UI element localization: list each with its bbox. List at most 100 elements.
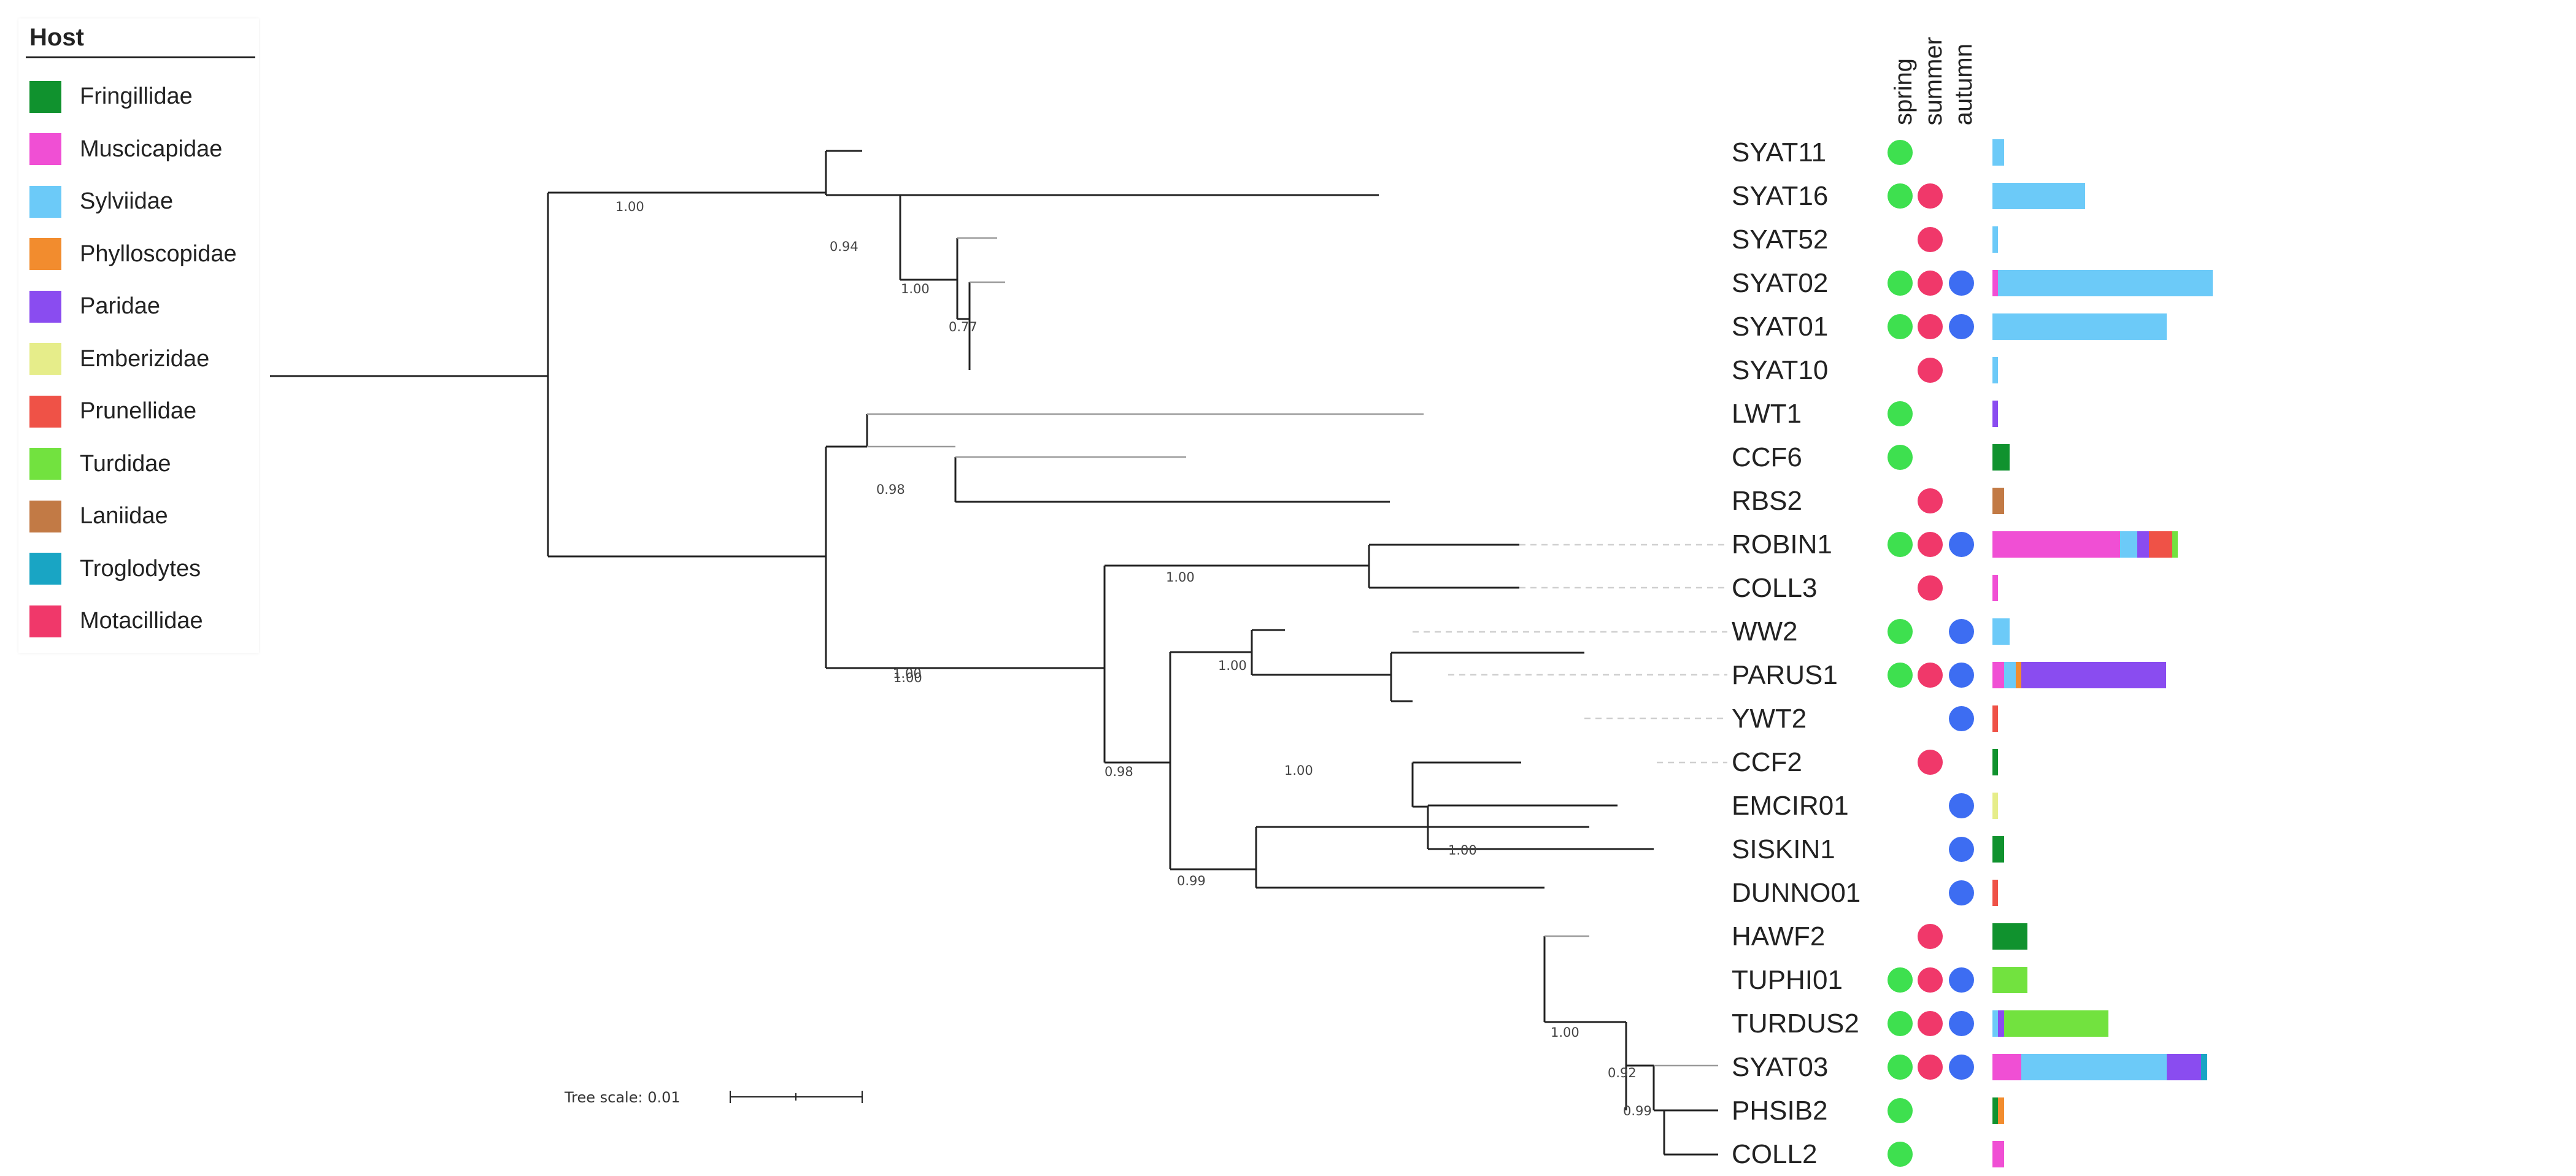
- host-bar-segment: [1992, 1054, 2022, 1080]
- taxon-row: SYAT01: [0, 305, 2576, 348]
- host-bar-segment: [1992, 139, 2004, 166]
- season-dot-autumn: [1949, 967, 1974, 993]
- host-bar: [1992, 967, 2027, 993]
- taxon-label: SISKIN1: [1732, 834, 1835, 864]
- taxon-label: CCF2: [1732, 747, 1802, 777]
- season-dot-spring: [1888, 271, 1913, 296]
- season-header-summer: summer: [1920, 36, 1947, 125]
- legend-item: Laniidae: [18, 490, 259, 543]
- taxon-label: YWT2: [1732, 704, 1807, 734]
- host-bar-segment: [2015, 662, 2022, 688]
- host-bar-segment: [1992, 270, 1999, 296]
- legend-label: Fringillidae: [80, 83, 193, 110]
- season-dot-spring: [1888, 140, 1913, 165]
- taxon-row: SYAT16: [0, 174, 2576, 218]
- taxon-row: LWT1: [0, 392, 2576, 436]
- taxon-label: SYAT10: [1732, 355, 1829, 385]
- support-value: 1.00: [1166, 570, 1195, 585]
- legend-item: Sylviidae: [18, 175, 259, 228]
- host-bar-segment: [1992, 444, 2010, 471]
- season-header-autumn: autumn: [1950, 43, 1977, 125]
- season-dot-spring: [1888, 967, 1913, 993]
- legend-label: Phylloscopidae: [80, 240, 237, 267]
- taxon-row: TURDUS2: [0, 1002, 2576, 1045]
- season-dot-autumn: [1949, 1011, 1974, 1036]
- legend-label: Prunellidae: [80, 398, 197, 425]
- season-dot-spring: [1888, 532, 1913, 557]
- taxon-row: TUPHI01: [0, 958, 2576, 1002]
- support-value: 1.00: [615, 199, 644, 214]
- host-bar-segment: [1998, 1010, 2004, 1037]
- legend-items: Fringillidae Muscicapidae Sylviidae Phyllos…: [18, 58, 259, 648]
- host-bar: [1992, 357, 1999, 383]
- host-bar: [1992, 226, 1999, 253]
- season-dot-spring: [1888, 401, 1913, 426]
- host-bar: [1992, 880, 1999, 906]
- legend-swatch: [29, 133, 61, 166]
- legend-swatch: [29, 500, 61, 532]
- host-bar: [1992, 662, 2167, 688]
- host-bar: [1992, 793, 1999, 819]
- host-bar: [1992, 575, 1999, 601]
- taxon-row: SYAT11: [0, 131, 2576, 174]
- host-bar-segment: [2003, 1010, 2108, 1037]
- season-dot-spring: [1888, 663, 1913, 688]
- host-bar: [1992, 1141, 2004, 1167]
- legend-item: Phylloscopidae: [18, 228, 259, 281]
- support-value: 1.00: [1448, 843, 1477, 858]
- host-bar-segment: [1992, 226, 1999, 253]
- legend-label: Troglodytes: [80, 555, 201, 582]
- taxon-label: SYAT01: [1732, 312, 1829, 342]
- taxon-row: SYAT02: [0, 261, 2576, 305]
- season-dot-summer: [1918, 227, 1943, 252]
- season-dot-summer: [1918, 1011, 1943, 1036]
- taxon-label: SYAT03: [1732, 1052, 1829, 1082]
- host-bar: [1992, 444, 2010, 471]
- taxon-row: COLL2: [0, 1132, 2576, 1176]
- taxon-row: DUNNO01: [0, 871, 2576, 915]
- season-headers: spring summer autumn: [1889, 0, 1981, 129]
- taxon-row: SYAT52: [0, 218, 2576, 261]
- legend-item: Motacillidae: [18, 595, 259, 648]
- taxon-label: SYAT11: [1732, 137, 1827, 167]
- host-bar-segment: [2003, 662, 2016, 688]
- host-bar-segment: [1992, 967, 2027, 993]
- season-dot-summer: [1918, 183, 1943, 209]
- legend-label: Emberizidae: [80, 345, 210, 372]
- host-bar-segment: [2201, 1054, 2207, 1080]
- season-dot-autumn: [1949, 837, 1974, 862]
- season-dot-spring: [1888, 1055, 1913, 1080]
- taxon-row: YWT2: [0, 697, 2576, 740]
- host-bar-segment: [2172, 531, 2178, 558]
- host-bar-segment: [2021, 1054, 2167, 1080]
- support-value: 1.00: [1551, 1025, 1579, 1040]
- taxon-row: EMCIR01: [0, 784, 2576, 828]
- legend-label: Muscicapidae: [80, 136, 223, 162]
- taxon-label: SYAT02: [1732, 268, 1829, 298]
- taxon-label: PHSIB2: [1732, 1096, 1828, 1126]
- taxon-row: SYAT03: [0, 1045, 2576, 1089]
- host-bar-segment: [1992, 836, 2004, 863]
- season-dot-summer: [1918, 532, 1943, 557]
- host-bar-segment: [1992, 662, 2004, 688]
- taxon-label: HAWF2: [1732, 921, 1826, 951]
- taxon-label: CCF6: [1732, 442, 1802, 472]
- legend-swatch: [29, 185, 61, 218]
- tree-scale-label: Tree scale: 0.01: [564, 1089, 681, 1106]
- legend-swatch: [29, 290, 61, 323]
- host-bar-segment: [2021, 662, 2167, 688]
- support-value: 0.94: [830, 239, 858, 254]
- legend-label: Sylviidae: [80, 188, 174, 215]
- legend-label: Motacillidae: [80, 608, 203, 634]
- host-bar: [1992, 313, 2167, 340]
- host-bar: [1992, 139, 2004, 166]
- legend-title: Host: [26, 18, 255, 58]
- support-value: 0.98: [1105, 764, 1133, 779]
- season-dot-autumn: [1949, 880, 1974, 905]
- taxon-label: COLL2: [1732, 1139, 1818, 1169]
- season-dot-summer: [1918, 271, 1943, 296]
- legend-swatch: [29, 448, 61, 480]
- legend-label: Paridae: [80, 293, 160, 320]
- season-dot-summer: [1918, 314, 1943, 339]
- taxon-label: ROBIN1: [1732, 529, 1832, 559]
